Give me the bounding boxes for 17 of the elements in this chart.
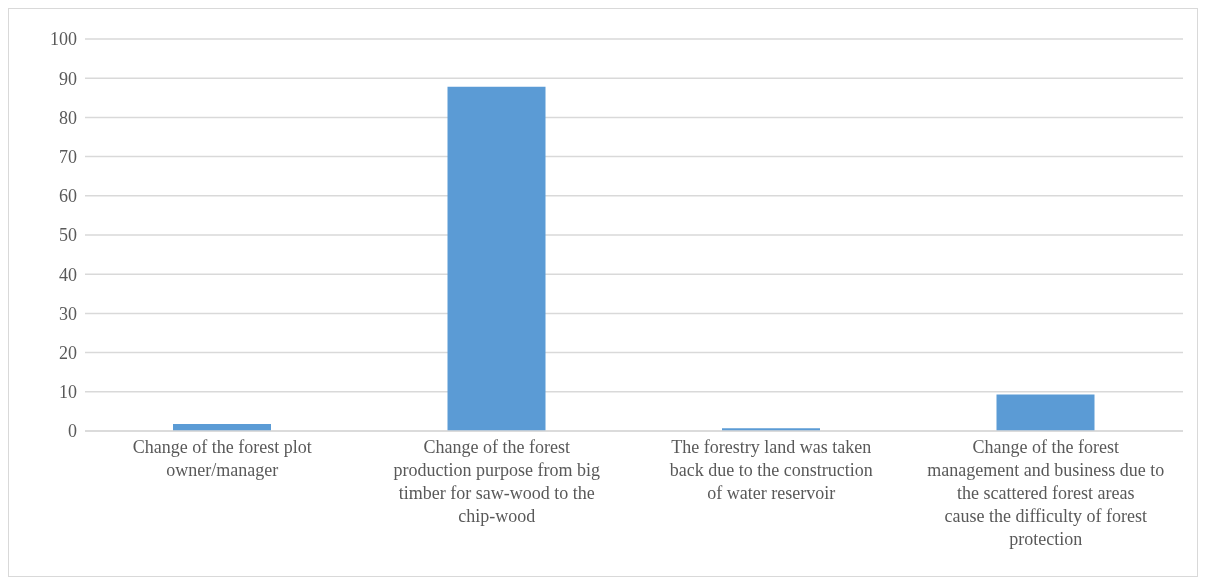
bar	[996, 394, 1095, 431]
y-tick-label: 20	[59, 342, 77, 363]
y-tick-label: 0	[68, 421, 77, 442]
y-tick-label: 30	[59, 303, 77, 324]
y-tick-label: 40	[59, 264, 77, 285]
y-tick-label: 50	[59, 225, 77, 246]
x-tick-label: Change of the forest plot owner/manager	[132, 437, 312, 480]
y-tick-label: 100	[50, 29, 77, 50]
bar	[447, 86, 546, 431]
y-tick-label: 90	[59, 68, 77, 89]
y-tick-label: 80	[59, 107, 77, 128]
x-tick-label: The forestry land was taken back due to the construction of water reservoir	[669, 437, 873, 503]
y-tick-label: 60	[59, 186, 77, 207]
x-tick-label: Change of the forest production purpose from big timber for saw-wood to the chip-wood	[393, 437, 600, 526]
y-tick-label: 70	[59, 146, 77, 167]
y-tick-label: 10	[59, 382, 77, 403]
x-tick-label: Change of the forest management and business due to the scattered forest areas cause the difficulty of forest protection	[927, 437, 1165, 549]
